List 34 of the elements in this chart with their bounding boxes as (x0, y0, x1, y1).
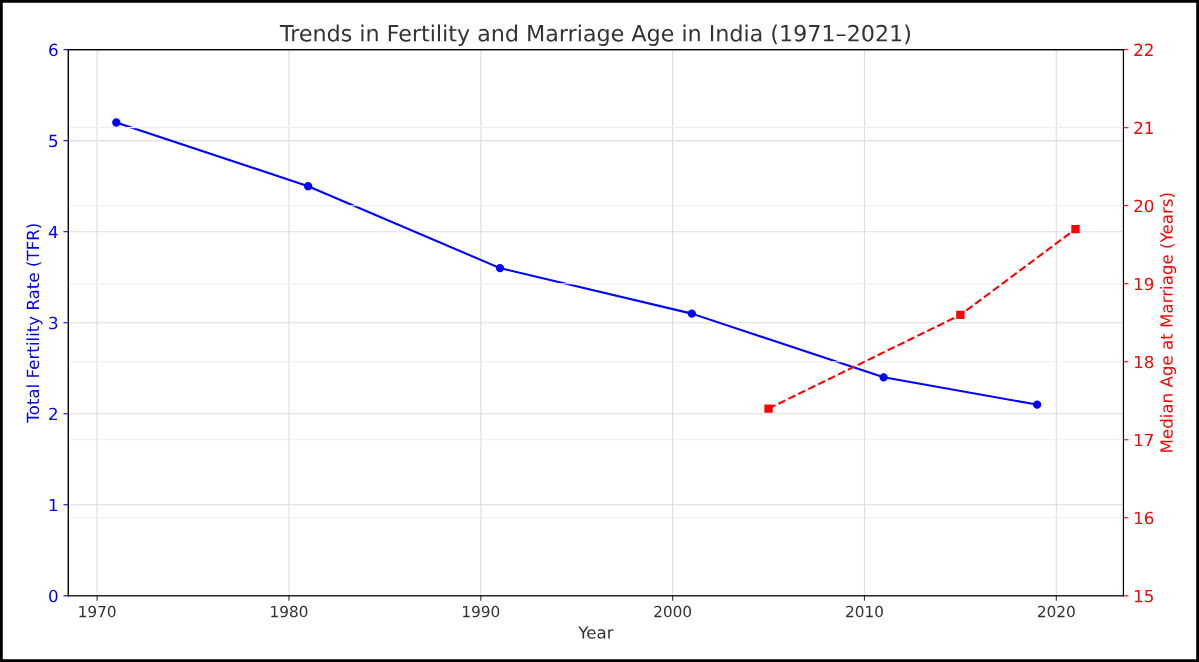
y2-tick-label: 20 (1134, 199, 1154, 213)
chart-title: Trends in Fertility and Marriage Age in India (1971–2021) (279, 24, 910, 46)
y-tick-label: 5 (49, 134, 58, 148)
y-tick-label: 0 (49, 589, 58, 603)
x-tick-label: 2020 (1038, 605, 1075, 618)
x-tick-label: 2000 (654, 605, 692, 618)
point (112, 118, 121, 127)
point (687, 309, 696, 318)
y2-tick-label: 21 (1134, 121, 1153, 134)
x-tick-label: 1980 (271, 605, 308, 618)
y2-tick-label: 16 (1135, 511, 1154, 525)
x-tick-label: 1970 (79, 605, 116, 618)
point (879, 373, 888, 382)
y2-axis-title: Median Age at Marriage (Years) (1159, 193, 1177, 452)
point (495, 263, 505, 273)
y2-tick-label: 19 (1135, 277, 1154, 291)
x-axis-title: Year (578, 626, 614, 639)
y-axis-title: Total Fertility Rate (TFR) (26, 224, 43, 423)
point (303, 182, 313, 191)
y2-tick-label: 22 (1134, 43, 1153, 56)
x-tick-label: 1990 (463, 605, 500, 618)
point (1032, 400, 1042, 409)
y-tick-label: 6 (49, 43, 58, 57)
y-tick-label: 3 (49, 316, 58, 330)
x-tick-label: 2010 (846, 605, 883, 618)
y2-tick-label: 15 (1135, 589, 1153, 603)
y-tick-label: 1 (49, 498, 58, 512)
point (1071, 224, 1080, 234)
y2-tick-label: 18 (1135, 355, 1154, 369)
point (764, 404, 773, 413)
y-tick-label: 2 (49, 407, 57, 421)
point (956, 310, 965, 320)
y-tick-label: 4 (48, 225, 58, 239)
y2-tick-label: 17 (1135, 433, 1153, 447)
